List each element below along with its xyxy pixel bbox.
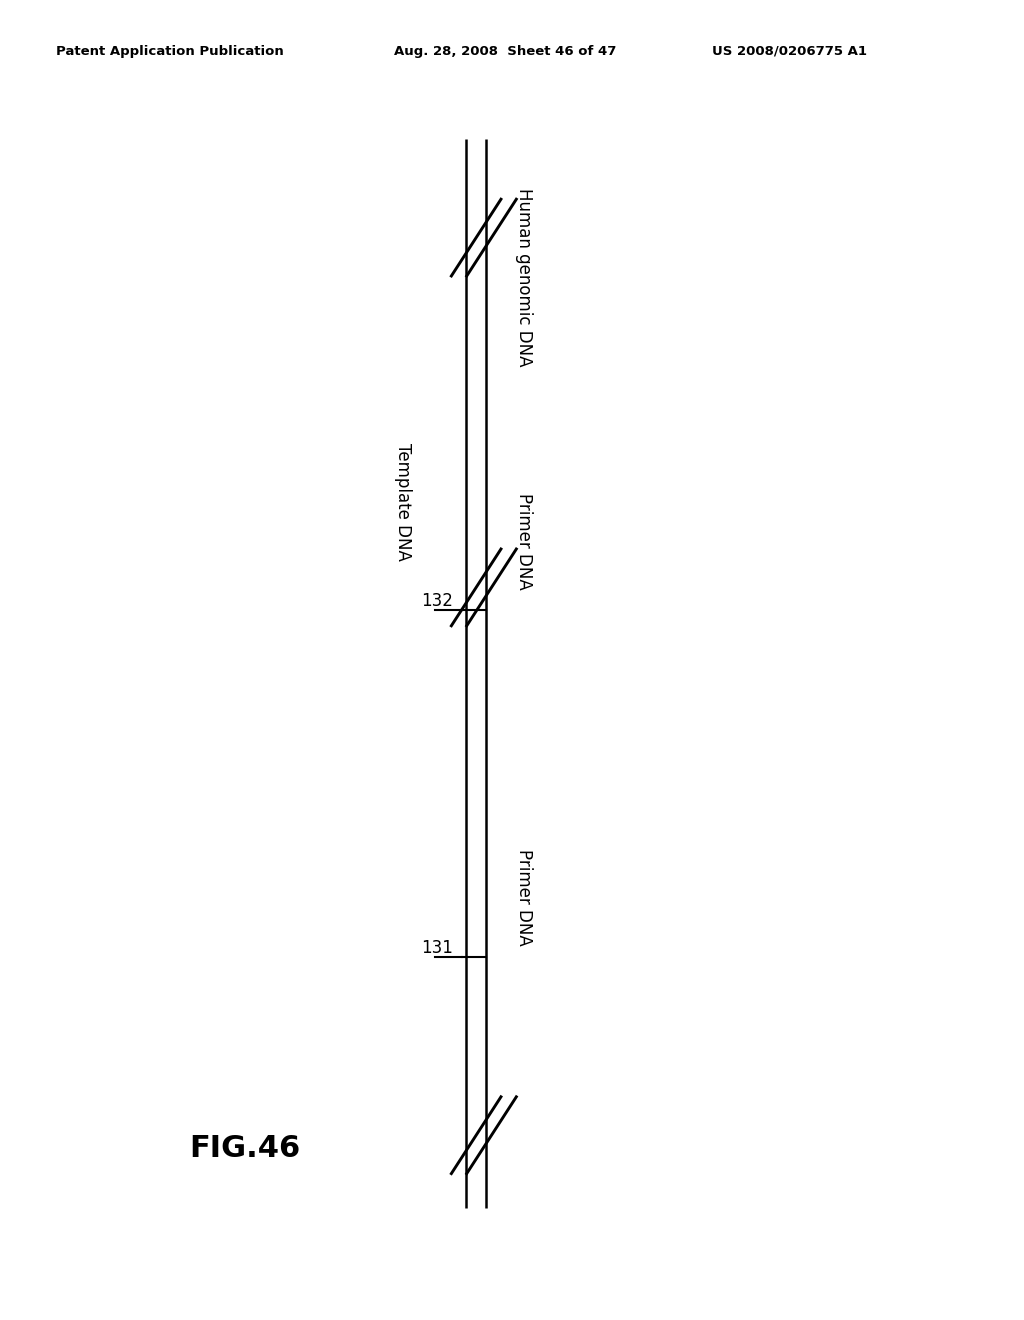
- Text: Human genomic DNA: Human genomic DNA: [515, 187, 534, 367]
- Text: Template DNA: Template DNA: [394, 442, 413, 561]
- Text: US 2008/0206775 A1: US 2008/0206775 A1: [712, 45, 866, 58]
- Text: 131: 131: [421, 939, 453, 957]
- Text: Primer DNA: Primer DNA: [515, 492, 534, 590]
- Text: 132: 132: [421, 591, 453, 610]
- Text: FIG.46: FIG.46: [189, 1134, 301, 1163]
- Text: Primer DNA: Primer DNA: [515, 849, 534, 946]
- Text: Aug. 28, 2008  Sheet 46 of 47: Aug. 28, 2008 Sheet 46 of 47: [394, 45, 616, 58]
- Text: Patent Application Publication: Patent Application Publication: [56, 45, 284, 58]
